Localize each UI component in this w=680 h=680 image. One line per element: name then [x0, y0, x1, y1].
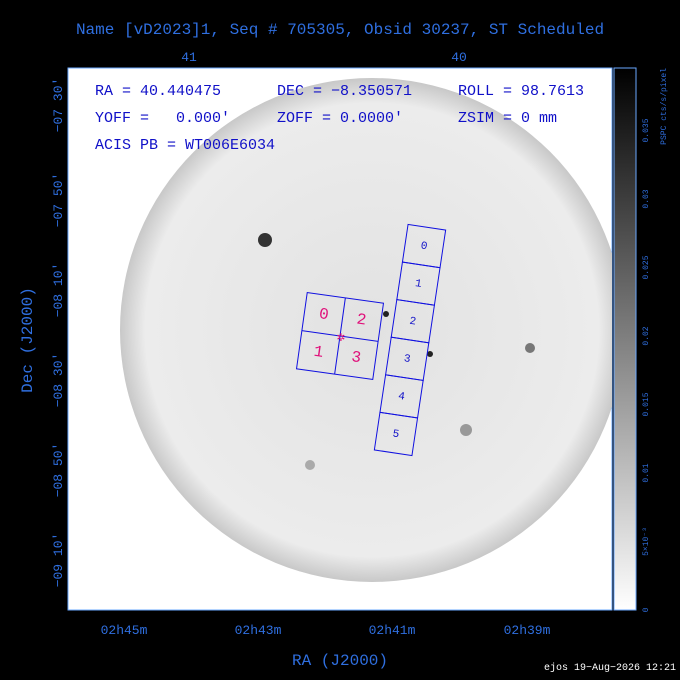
- colorbar-tick-label: 5×10⁻³: [642, 527, 651, 556]
- source: [305, 460, 315, 470]
- colorbar-tick-label: 0.03: [642, 189, 651, 208]
- left-tick-label: −08 10′: [51, 263, 66, 318]
- info-zoff: ZOFF = 0.0000′: [277, 110, 403, 127]
- colorbar-tick-label: 0: [642, 607, 651, 612]
- left-tick-label: −07 50′: [51, 173, 66, 228]
- colorbar-tick-label: 0.015: [642, 392, 651, 416]
- source: [460, 424, 472, 436]
- left-ticks: −07 30′ −07 50′ −08 10′ −08 30′ −08 50′ −09 1…: [51, 78, 66, 588]
- colorbar: [613, 67, 637, 611]
- bottom-tick-label: 02h39m: [504, 623, 551, 638]
- chip-label: 1: [414, 278, 423, 291]
- top-tick-label: 41: [181, 50, 197, 65]
- x-axis-label: RA (J2000): [292, 652, 388, 670]
- chip-label: 4: [397, 391, 406, 404]
- y-axis-label: Dec (J2000): [19, 287, 37, 393]
- left-tick-label: −08 50′: [51, 443, 66, 498]
- source: [525, 343, 535, 353]
- colorbar-ticks: 0 5×10⁻³ 0.01 0.015 0.02 0.025 0.03 0.035: [642, 118, 651, 612]
- chip-label: 0: [318, 305, 330, 324]
- bottom-ticks: 02h45m 02h43m 02h41m 02h39m: [101, 623, 551, 638]
- chip-label: 3: [403, 353, 411, 366]
- source: [383, 311, 389, 317]
- colorbar-tick-label: 0.035: [642, 118, 651, 142]
- left-tick-label: −07 30′: [51, 78, 66, 133]
- acis-i-array: 0 2 1 3: [295, 291, 385, 381]
- chip-label: 5: [392, 428, 400, 441]
- info-yoff: YOFF = 0.000′: [95, 110, 230, 127]
- pspc-field: [120, 78, 612, 582]
- top-tick-label: 40: [451, 50, 467, 65]
- chip-label: 0: [420, 241, 428, 254]
- source: [427, 351, 433, 357]
- chip-label: 1: [312, 343, 324, 362]
- bottom-tick-label: 02h41m: [369, 623, 416, 638]
- source: [258, 233, 272, 247]
- colorbar-tick-label: 0.025: [642, 255, 651, 279]
- chip-label: 2: [355, 310, 367, 329]
- bottom-tick-label: 02h43m: [235, 623, 282, 638]
- info-roll: ROLL = 98.7613: [458, 83, 584, 100]
- image: [120, 78, 612, 582]
- aimpoint: ✲: [337, 330, 345, 346]
- info-ra: RA = 40.440475: [95, 83, 221, 100]
- acis-s-array: 0 1 2 3 4 5: [373, 223, 447, 457]
- info-acis-pb: ACIS PB = WT006E6034: [95, 137, 275, 154]
- info-zsim: ZSIM = 0 mm: [458, 110, 557, 127]
- chip-label: 2: [409, 316, 417, 329]
- chip: [373, 411, 419, 457]
- colorbar-tick-label: 0.01: [642, 463, 651, 482]
- left-tick-label: −08 30′: [51, 353, 66, 408]
- colorbar-label: PSPC cts/s/pixel: [660, 68, 669, 145]
- chip-label: 3: [350, 348, 362, 367]
- footer: ejos 19−Aug−2026 12:21: [544, 662, 676, 674]
- left-tick-label: −09 10′: [51, 533, 66, 588]
- colorbar-tick-label: 0.02: [642, 326, 651, 345]
- title: Name [vD2023]1, Seq # 705305, Obsid 3023…: [76, 21, 604, 39]
- info-dec: DEC = −8.350571: [277, 83, 412, 100]
- bottom-tick-label: 02h45m: [101, 623, 148, 638]
